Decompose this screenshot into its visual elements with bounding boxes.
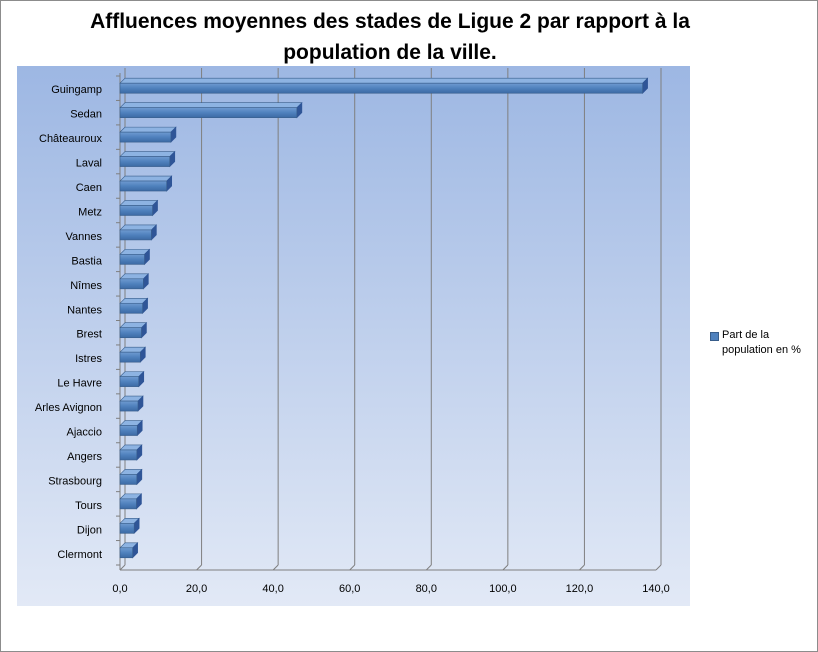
floor-line — [349, 564, 356, 571]
floor-line — [196, 564, 202, 571]
bar — [119, 517, 140, 535]
category-label: Guingamp — [51, 84, 102, 96]
category-label: Bastia — [71, 255, 102, 267]
x-tick-label: 80,0 — [416, 583, 437, 595]
floor-line — [502, 564, 509, 571]
bar — [119, 77, 649, 94]
floor-line — [425, 564, 432, 571]
category-label: Arles Avignon — [35, 402, 102, 414]
category-label: Ajaccio — [67, 427, 102, 439]
category-label: Angers — [67, 451, 102, 463]
legend-swatch — [710, 332, 719, 341]
bar — [119, 101, 303, 119]
bar — [119, 444, 143, 461]
category-labels: Guingamp Sedan Châteauroux Laval Caen Metz Van… — [35, 84, 103, 561]
bar — [119, 297, 149, 314]
category-label: Tours — [75, 500, 102, 512]
bar — [119, 468, 143, 486]
plot-area — [17, 66, 690, 606]
category-label: Vannes — [66, 231, 103, 243]
x-tick-label: 20,0 — [186, 583, 207, 595]
x-tick-label: 0,0 — [112, 583, 127, 595]
category-label: Caen — [76, 182, 102, 194]
category-label: Strasbourg — [48, 475, 102, 487]
x-tick-label: 60,0 — [339, 583, 360, 595]
x-tick-labels: 0,0 20,0 40,0 60,0 80,0 100,0 120,0 140,0 — [112, 583, 669, 595]
bar — [119, 199, 159, 217]
bar — [119, 395, 144, 412]
category-label: Laval — [76, 158, 102, 170]
bar — [119, 126, 177, 143]
x-tick-label: 140,0 — [642, 583, 670, 595]
category-label: Le Havre — [57, 378, 102, 390]
bar — [119, 542, 139, 559]
bar — [119, 322, 148, 339]
category-label: Istres — [75, 353, 102, 365]
bar — [119, 248, 151, 266]
bar — [119, 493, 143, 510]
bars — [119, 77, 649, 559]
x-tick-label: 100,0 — [489, 583, 517, 595]
floor-line — [119, 564, 126, 571]
gridlines — [116, 68, 662, 571]
category-label: Sedan — [70, 109, 102, 121]
floor-line — [655, 564, 662, 571]
category-label: Clermont — [57, 549, 102, 561]
chart-title: Affluences moyennes des stades de Ligue … — [90, 10, 690, 64]
bar — [119, 370, 145, 388]
bar — [119, 150, 176, 168]
category-label: Brest — [76, 329, 102, 341]
category-label: Dijon — [77, 524, 102, 536]
bar — [119, 346, 147, 363]
bar — [119, 273, 150, 290]
category-label: Châteauroux — [39, 133, 102, 145]
category-label: Nantes — [67, 304, 102, 316]
floor-line — [272, 564, 279, 571]
x-tick-label: 120,0 — [566, 583, 594, 595]
floor-line — [579, 564, 585, 571]
bar — [119, 224, 158, 241]
category-label: Nîmes — [70, 280, 102, 292]
category-label: Metz — [78, 206, 102, 218]
bar — [119, 419, 143, 437]
x-tick-label: 40,0 — [262, 583, 283, 595]
legend-label: Part de la population en % — [722, 329, 801, 356]
bar — [119, 175, 173, 192]
